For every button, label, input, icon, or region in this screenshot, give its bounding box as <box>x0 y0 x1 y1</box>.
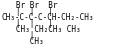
Text: CH₃ CH₂CH₃ CH₃: CH₃ CH₂CH₃ CH₃ <box>2 25 81 34</box>
Text: CH₃-C-C-C-CH-CH₂-CH₃: CH₃-C-C-C-CH-CH₂-CH₃ <box>2 14 94 23</box>
Text: |  |   |: | | | <box>2 7 53 16</box>
Text: Br Br  Br: Br Br Br <box>2 2 57 11</box>
Text: CH₃: CH₃ <box>2 37 44 46</box>
Text: |: | <box>2 32 34 41</box>
Text: |  |   |: | | | <box>2 20 53 28</box>
